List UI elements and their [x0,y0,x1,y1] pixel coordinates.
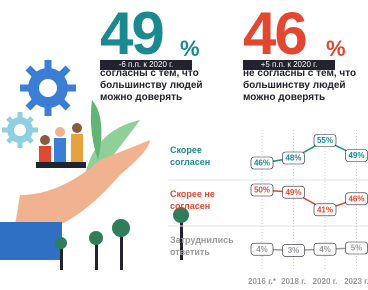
x-tick-label: 2023 г. [344,277,368,286]
value-label: 48% [285,154,301,163]
legend-label: Затруднились ответить [170,234,234,258]
value-label: 3% [288,246,300,255]
headline-number: 49 [100,4,163,64]
headline-number: 46 [243,4,306,64]
text-line: можно доверять [100,92,203,104]
value-label: 55% [317,136,333,145]
legend-label: Скорее согласен [170,144,234,168]
value-label: 4% [256,245,268,254]
series-line [262,248,357,250]
headline-unit: % [326,36,346,62]
text-line: согласны с тем, что [100,68,203,80]
value-label: 49% [348,151,364,160]
value-label: 49% [285,188,301,197]
headline-text: согласны с тем, что большинству людей мо… [100,68,203,104]
value-label: 46% [348,194,364,203]
x-tick-label: 2020 г. [313,277,338,286]
text-line: большинству людей [243,80,356,92]
series-line [262,141,357,164]
text-line: не согласны с тем, что [243,68,356,80]
value-label: 41% [317,205,333,214]
infographic: 2016 г.* 2018 г. 2020 г. 2023 г. 46% 48% 55% 49… [0,0,368,290]
text-line: можно доверять [243,92,356,104]
series-line [262,190,357,210]
headline-unit: % [180,36,200,62]
text-line: большинству людей [100,80,203,92]
value-label: 50% [254,186,270,195]
value-label: 4% [319,245,331,254]
x-tick-label: 2016 г.* [248,277,277,286]
headline-text: не согласны с тем, что большинству людей… [243,68,356,104]
legend-label: Скорее не согласен [170,188,234,212]
x-tick-label: 2018 г. [281,277,306,286]
value-label: 46% [254,159,270,168]
value-label: 5% [351,244,363,253]
